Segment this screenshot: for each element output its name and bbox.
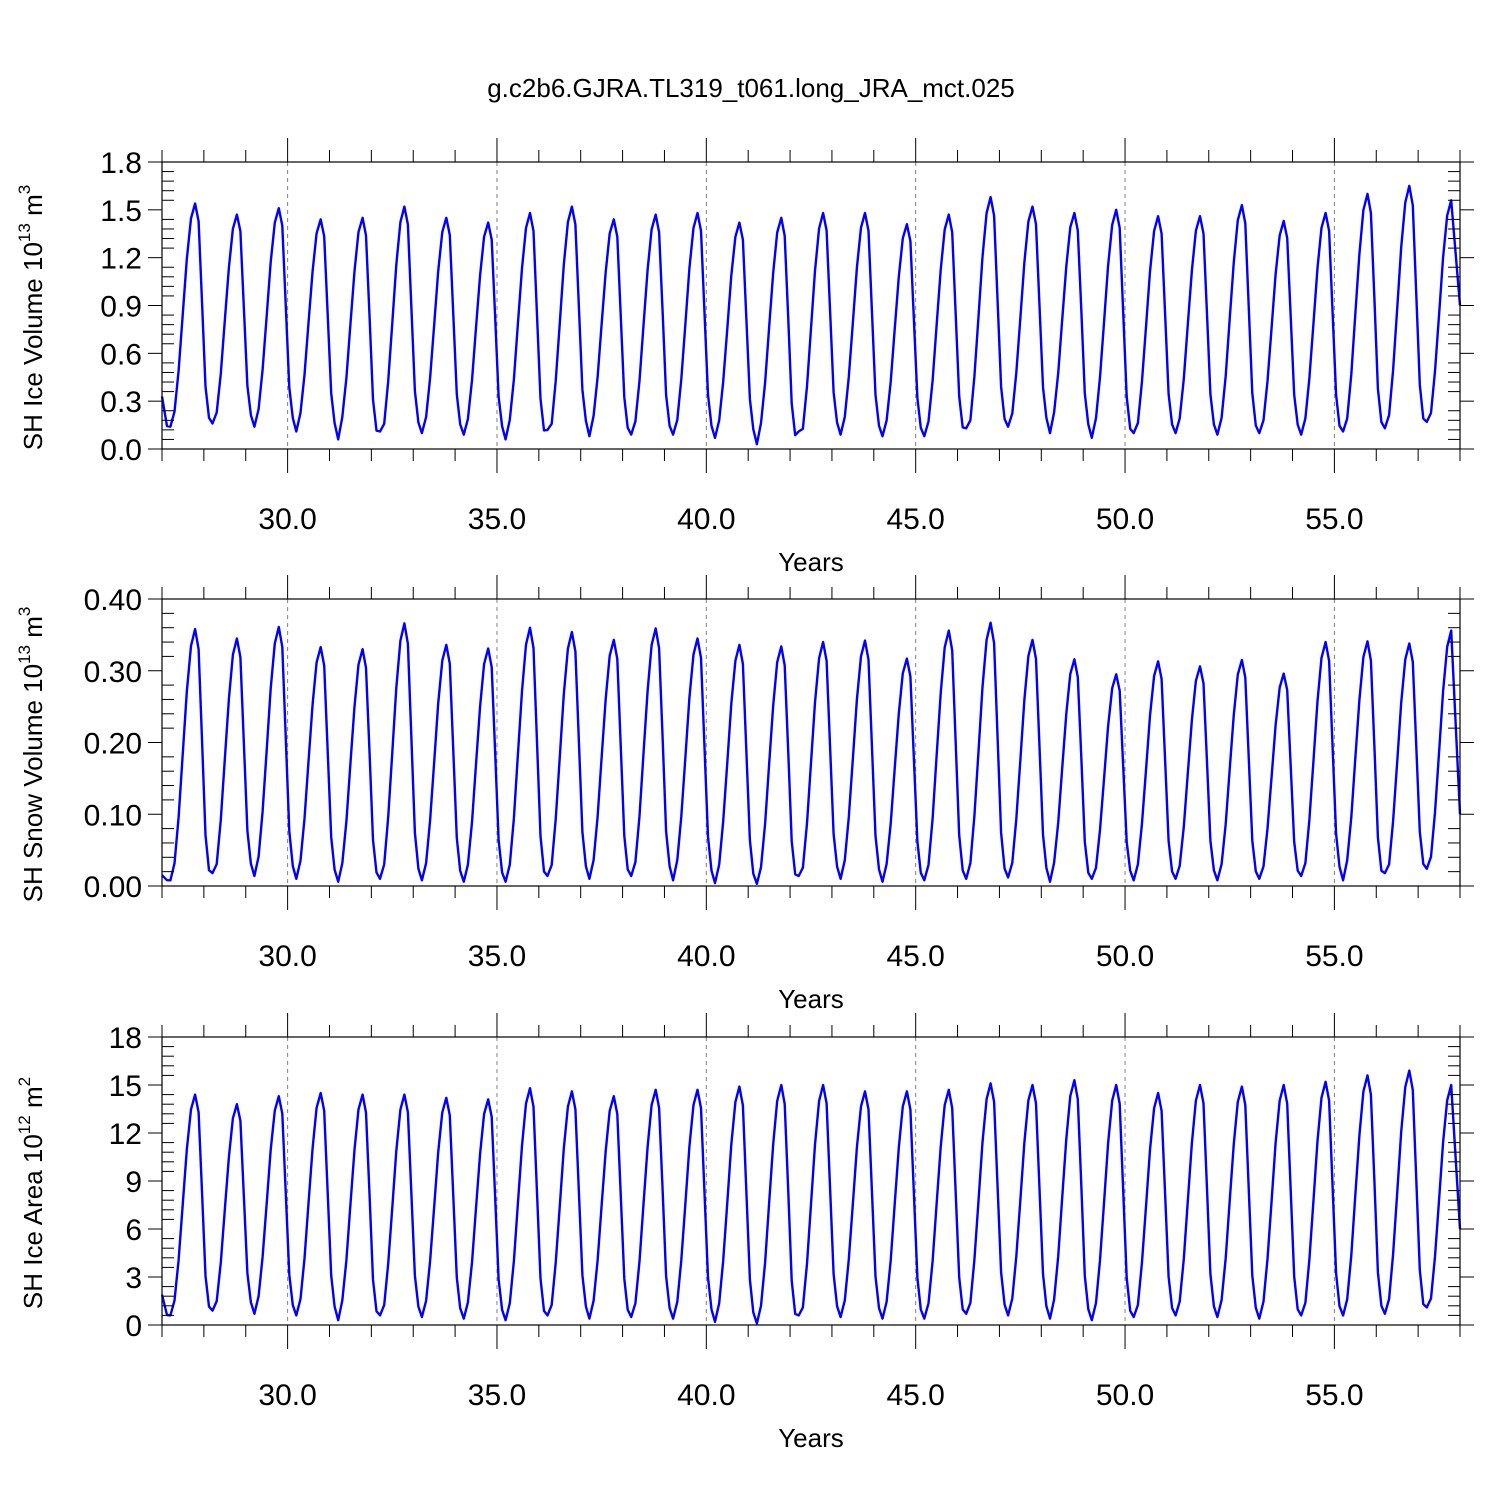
panel-1: 30.0 35.0 40.0 45.0 50.0 55.0 0.0 0.3 0.6 0.9 1.2 1… (15, 138, 1474, 577)
x-tick-label: 35.0 (468, 1379, 526, 1412)
x-tick-label: 50.0 (1096, 940, 1154, 973)
y-tick-label: 0.3 (100, 386, 142, 419)
y-axis-label-exponent: 13 (15, 223, 34, 242)
x-tick-label: 45.0 (886, 940, 944, 973)
x-axis-label: Years (778, 984, 844, 1014)
y-tick-label: 0.9 (100, 291, 142, 324)
y-tick-label: 3 (125, 1262, 142, 1295)
panels: 30.0 35.0 40.0 45.0 50.0 55.0 0.0 0.3 0.6 0.9 1.2 1… (15, 138, 1474, 1453)
x-tick-label: 30.0 (258, 940, 316, 973)
y-tick-label: 1.8 (100, 147, 142, 180)
y-tick-label: 1.5 (100, 195, 142, 228)
x-tick-label: 45.0 (886, 503, 944, 536)
x-axis-label: Years (778, 1423, 844, 1453)
y-tick-label: 0.00 (84, 871, 142, 904)
panel-2: 30.0 35.0 40.0 45.0 50.0 55.0 0.00 0.10 0.20 0.30… (15, 575, 1474, 1014)
x-tick-label: 45.0 (886, 1379, 944, 1412)
y-axis-label-unit-exponent: 2 (15, 1077, 34, 1086)
x-tick-label: 35.0 (468, 940, 526, 973)
y-tick-label: 12 (109, 1118, 142, 1151)
y-tick-label: 9 (125, 1166, 142, 1199)
y-tick-label: 1.2 (100, 243, 142, 276)
x-tick-label: 30.0 (258, 503, 316, 536)
series-line (160, 1069, 1462, 1325)
y-axis-label: SH Ice Volume 1013 m3 (15, 185, 48, 450)
x-tick-label: 55.0 (1305, 503, 1363, 536)
y-tick-label: 0.20 (84, 728, 142, 761)
x-tick-label: 35.0 (468, 503, 526, 536)
y-tick-label: 0.10 (84, 799, 142, 832)
y-axis-label: SH Ice Area 1012 m2 (15, 1077, 48, 1309)
y-tick-label: 15 (109, 1070, 142, 1103)
panel-3: 30.0 35.0 40.0 45.0 50.0 55.0 0 3 6 9 12 15 18 Years S… (15, 1013, 1474, 1453)
x-tick-label: 50.0 (1096, 503, 1154, 536)
y-tick-label: 0.40 (84, 584, 142, 617)
y-tick-label: 6 (125, 1214, 142, 1247)
y-axis-label-text: SH Ice Area 10 (18, 1134, 48, 1309)
chart-title: g.c2b6.GJRA.TL319_t061.long_JRA_mct.025 (487, 73, 1015, 103)
x-axis-label: Years (778, 547, 844, 577)
x-tick-label: 55.0 (1305, 1379, 1363, 1412)
series-line (160, 184, 1462, 446)
y-axis-label-unit: m (18, 616, 48, 645)
y-tick-label: 18 (109, 1022, 142, 1055)
x-tick-label: 40.0 (677, 940, 735, 973)
x-tick-label: 30.0 (258, 1379, 316, 1412)
y-axis-label-unit-exponent: 3 (15, 185, 34, 194)
series-line (161, 621, 1462, 885)
y-tick-label: 0.0 (100, 434, 142, 467)
y-axis-label-text: SH Snow Volume 10 (18, 664, 48, 902)
y-axis-label-exponent: 12 (15, 1115, 34, 1134)
x-tick-label: 50.0 (1096, 1379, 1154, 1412)
y-tick-label: 0.6 (100, 338, 142, 371)
y-tick-label: 0 (125, 1310, 142, 1343)
x-tick-label: 55.0 (1305, 940, 1363, 973)
y-axis-label-unit: m (18, 194, 48, 223)
y-axis-label-text: SH Ice Volume 10 (18, 242, 48, 450)
y-axis-label-unit: m (18, 1086, 48, 1115)
x-tick-label: 40.0 (677, 1379, 735, 1412)
y-tick-label: 0.30 (84, 656, 142, 689)
y-axis-label-exponent: 13 (15, 645, 34, 664)
y-axis-label-unit-exponent: 3 (15, 607, 34, 616)
x-tick-label: 40.0 (677, 503, 735, 536)
y-axis-label: SH Snow Volume 1013 m3 (15, 607, 48, 903)
